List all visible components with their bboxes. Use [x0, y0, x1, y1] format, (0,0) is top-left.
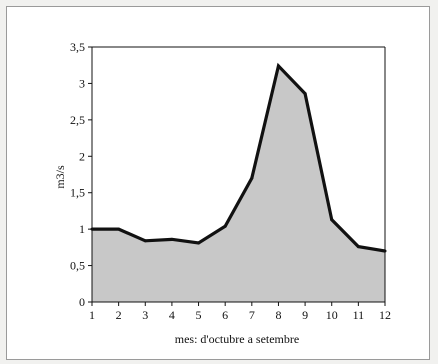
data-point-8 [276, 64, 280, 68]
y-tick-label: 0 [79, 295, 85, 309]
flow-area-chart: 00,511,522,533,51 2 3 4 5 6 7 8 9 10 11 12 m3/s mes… [53, 40, 391, 346]
x-tick-label: 8 [275, 308, 281, 322]
y-tick-label: 3,5 [70, 40, 85, 54]
data-point-3 [143, 239, 147, 243]
data-point-6 [223, 224, 227, 228]
x-tick-label: 12 [379, 308, 391, 322]
data-point-4 [170, 237, 174, 241]
y-tick-label: 3 [79, 76, 85, 90]
data-point-11 [356, 245, 360, 249]
x-tick-label: 6 [222, 308, 228, 322]
x-tick-label: 7 [249, 308, 255, 322]
data-point-7 [250, 176, 254, 180]
data-point-10 [330, 218, 334, 222]
x-tick-label: 10 [326, 308, 338, 322]
data-point-2 [117, 227, 121, 231]
data-point-9 [303, 92, 307, 96]
x-tick-label: 3 [142, 308, 148, 322]
x-axis-title: mes: d'octubre a setembre [175, 332, 299, 346]
y-tick-label: 1,5 [70, 186, 85, 200]
y-tick-label: 2 [79, 149, 85, 163]
y-tick-label: 0,5 [70, 259, 85, 273]
chart-frame: 0 0,5 1 1,5 2 2,5 3 3,5 1 2 3 4 5 6 7 8 9 10 11 12 m3/s mes… [6, 6, 430, 360]
x-tick-label: 11 [353, 308, 365, 322]
y-tick-label: 1 [79, 222, 85, 236]
x-tick-label: 5 [196, 308, 202, 322]
x-tick-label: 2 [116, 308, 122, 322]
series-line [92, 62, 386, 253]
x-tick-label: 9 [302, 308, 308, 322]
y-axis-title: m3/s [53, 165, 67, 189]
x-tick-label: 1 [89, 308, 95, 322]
x-tick-label: 4 [169, 308, 175, 322]
area-fill [92, 65, 385, 302]
y-tick-label: 2,5 [70, 113, 85, 127]
data-point-5 [197, 241, 201, 245]
